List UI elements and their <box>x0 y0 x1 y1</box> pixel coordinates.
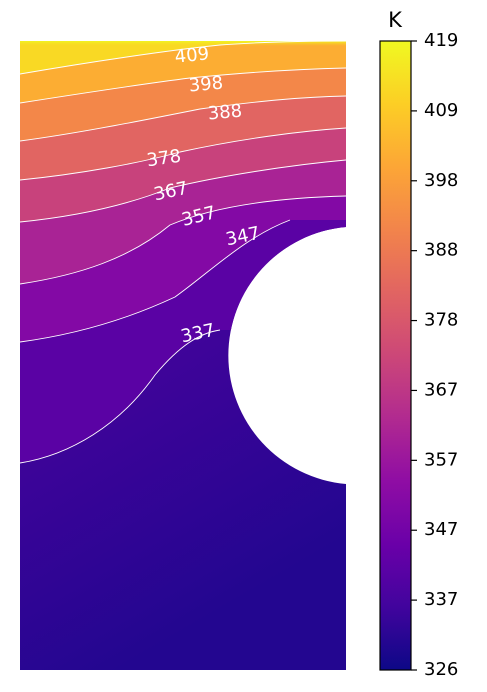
colorbar-tick-label-367: 367 <box>424 379 458 400</box>
contour-line-347 <box>19 219 291 343</box>
contour-label-388: 388 <box>207 101 243 125</box>
contour-label-398: 398 <box>188 73 224 97</box>
contour-label-409: 409 <box>174 43 210 67</box>
colorbar-tick-label-409: 409 <box>424 100 458 121</box>
colorbar-tick-label-378: 378 <box>424 310 458 331</box>
colorbar-gradient <box>379 40 412 671</box>
colorbar-unit-label: K <box>388 8 403 32</box>
temperature-field <box>20 41 346 670</box>
colorbar-tick-label-398: 398 <box>424 170 458 191</box>
contour-label-378: 378 <box>145 146 182 172</box>
colorbar: 326 337 347 357 367 378 388 398 409 419 <box>379 30 458 680</box>
colorbar-tick-label-388: 388 <box>424 240 458 261</box>
contour-lines <box>19 40 347 464</box>
colorbar-tick-label-337: 337 <box>424 589 458 610</box>
contour-line-367 <box>19 159 347 223</box>
colorbar-tick-label-357: 357 <box>424 449 458 470</box>
colorbar-tick-label-326: 326 <box>424 659 458 680</box>
colorbar-tick-label-419: 419 <box>424 30 458 51</box>
contour-line-388 <box>19 95 347 142</box>
contour-line-409 <box>19 40 347 75</box>
contour-line-337 <box>19 329 221 464</box>
contour-line-357 <box>19 195 347 285</box>
field-top-glow <box>20 41 346 121</box>
colorbar-tick-label-347: 347 <box>424 519 458 540</box>
contour-line-378 <box>19 127 347 181</box>
contour-line-398 <box>19 67 347 104</box>
